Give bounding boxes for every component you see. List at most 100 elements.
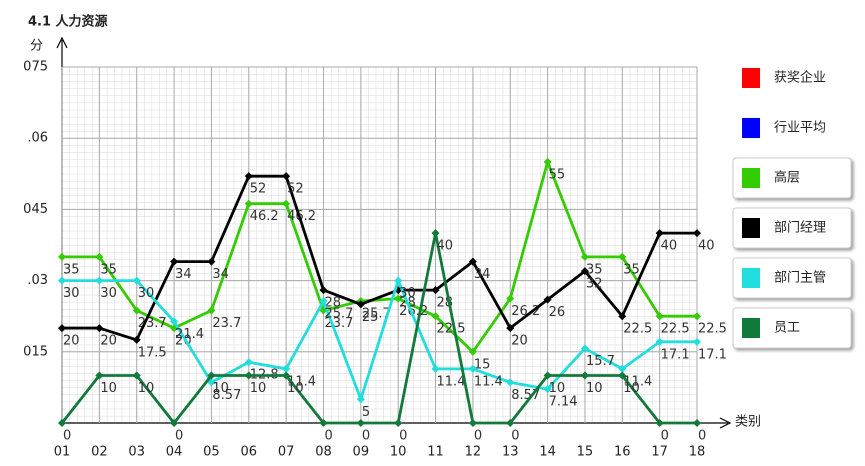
series-line: [60, 231, 697, 425]
series-line: [62, 160, 697, 354]
point-marker: [655, 337, 664, 346]
x-tick-label: 14: [539, 445, 556, 460]
point-marker: [543, 385, 552, 394]
x-tick-label: 01: [54, 445, 71, 460]
point-marker: [580, 344, 589, 353]
chart-title: 4.1 人力资源: [28, 14, 108, 30]
data-label: 17.1: [661, 347, 690, 362]
data-label: 30: [100, 286, 117, 301]
point-marker: [356, 300, 365, 309]
data-label: 20: [63, 334, 80, 349]
data-label: 0: [175, 429, 183, 444]
data-label: 25.7: [362, 307, 391, 322]
data-label: 21.4: [175, 327, 204, 342]
point-marker: [244, 199, 253, 208]
y-tick-label: .06: [27, 131, 48, 146]
point-marker: [394, 419, 403, 427]
y-tick-label: 075: [23, 60, 48, 75]
data-label: 34: [212, 267, 229, 282]
series-line: [62, 174, 697, 342]
point-marker: [207, 257, 216, 266]
x-tick-label: 08: [315, 445, 332, 460]
legend-box: [732, 257, 852, 299]
data-label: 10: [100, 381, 117, 396]
legend-swatch: [742, 318, 760, 338]
point-marker: [655, 229, 664, 238]
point-marker: [356, 419, 365, 427]
x-tick-label: 07: [278, 445, 295, 460]
point-marker: [282, 172, 291, 181]
data-label: 34: [175, 267, 192, 282]
legend-swatch: [742, 118, 760, 138]
point-marker: [693, 229, 701, 238]
point-marker: [431, 286, 440, 295]
data-label: 0: [474, 429, 482, 444]
point-marker: [543, 295, 552, 304]
data-label: 22.5: [623, 322, 652, 337]
point-marker: [132, 276, 141, 285]
point-marker: [244, 172, 253, 181]
point-marker: [468, 419, 477, 427]
point-marker: [431, 229, 440, 238]
x-tick-label: 17: [651, 445, 668, 460]
data-label: 8.57: [511, 388, 540, 403]
point-marker: [319, 297, 328, 306]
x-tick-label: 03: [128, 445, 145, 460]
data-label: 25.7: [324, 307, 353, 322]
data-label: 17.5: [138, 345, 167, 360]
legend-label: 高层: [774, 170, 800, 186]
data-label: 0: [399, 429, 407, 444]
data-label: 0: [324, 429, 332, 444]
data-label: 26.2: [511, 304, 540, 319]
data-label: 10: [549, 381, 566, 396]
point-marker: [282, 371, 291, 380]
point-marker: [580, 252, 589, 261]
data-label: 20: [100, 334, 117, 349]
point-marker: [506, 294, 515, 303]
data-label: 10: [287, 381, 304, 396]
point-marker: [319, 419, 328, 427]
x-tick-label: 06: [240, 445, 257, 460]
x-tick-label: 16: [614, 445, 631, 460]
point-marker: [693, 337, 701, 346]
x-tick-label: 05: [203, 445, 220, 460]
data-label: 46.2: [287, 209, 316, 224]
point-marker: [95, 371, 104, 380]
point-marker: [170, 257, 179, 266]
y-tick-label: .03: [27, 273, 48, 288]
point-marker: [468, 257, 477, 266]
data-label: 35: [623, 262, 640, 277]
data-label: 40: [437, 239, 454, 254]
data-label: 10: [212, 381, 229, 396]
point-marker: [431, 364, 440, 373]
point-marker: [580, 371, 589, 380]
point-marker: [132, 371, 141, 380]
data-label: 40: [698, 239, 715, 254]
data-label: 10: [623, 381, 640, 396]
point-marker: [618, 364, 627, 373]
legend-swatch: [742, 218, 760, 238]
data-label: 46.2: [250, 209, 279, 224]
point-marker: [132, 306, 141, 315]
plot-grid: [62, 67, 697, 423]
data-label: 30: [138, 286, 155, 301]
data-label: 8.57: [212, 388, 241, 403]
data-label: 28: [324, 296, 341, 311]
point-marker: [132, 335, 141, 344]
legend-label: 部门经理: [774, 221, 826, 236]
data-label: 55: [549, 167, 566, 182]
point-marker: [356, 395, 365, 404]
y-axis-label: 分: [30, 39, 43, 54]
legend-swatch: [742, 68, 760, 88]
data-label: 52: [287, 182, 304, 197]
data-label: 11.4: [474, 374, 503, 389]
data-label: 10: [586, 381, 603, 396]
data-label: 32: [586, 277, 603, 292]
point-marker: [58, 324, 66, 333]
data-label: 5: [362, 405, 370, 420]
data-label: 30: [63, 286, 80, 301]
data-label: 23.7: [212, 316, 241, 331]
point-marker: [655, 312, 664, 321]
point-marker: [394, 276, 403, 285]
x-tick-label: 15: [577, 445, 594, 460]
